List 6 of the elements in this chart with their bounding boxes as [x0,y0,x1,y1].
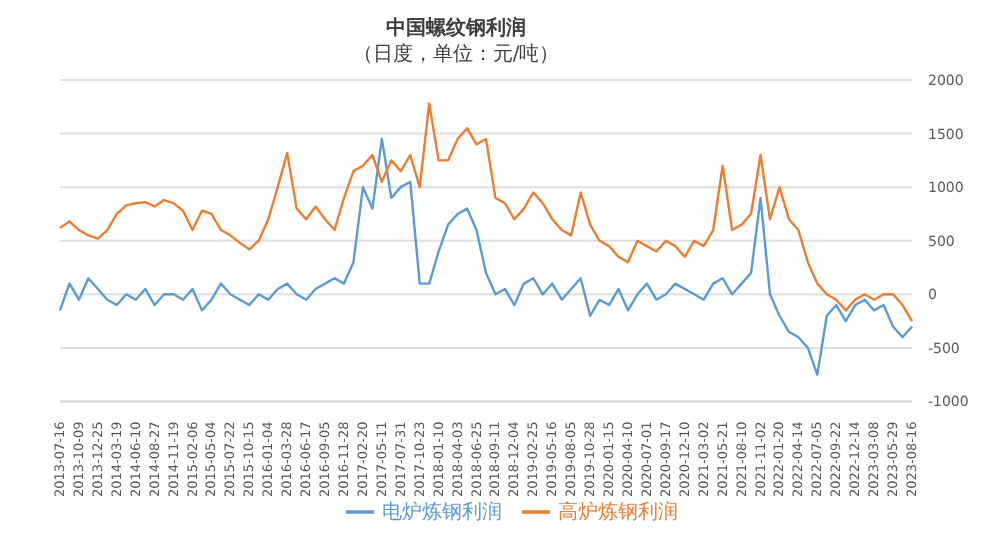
chart-title: 中国螺纹钢利润 [384,16,528,42]
legend-label: 高炉炼钢利润 [558,501,678,524]
chart-subtitle: （日度，单位：元/吨） [350,42,562,68]
legend-label: 电炉炼钢利润 [382,501,502,524]
line-series [58,102,914,323]
line-series [58,137,914,376]
